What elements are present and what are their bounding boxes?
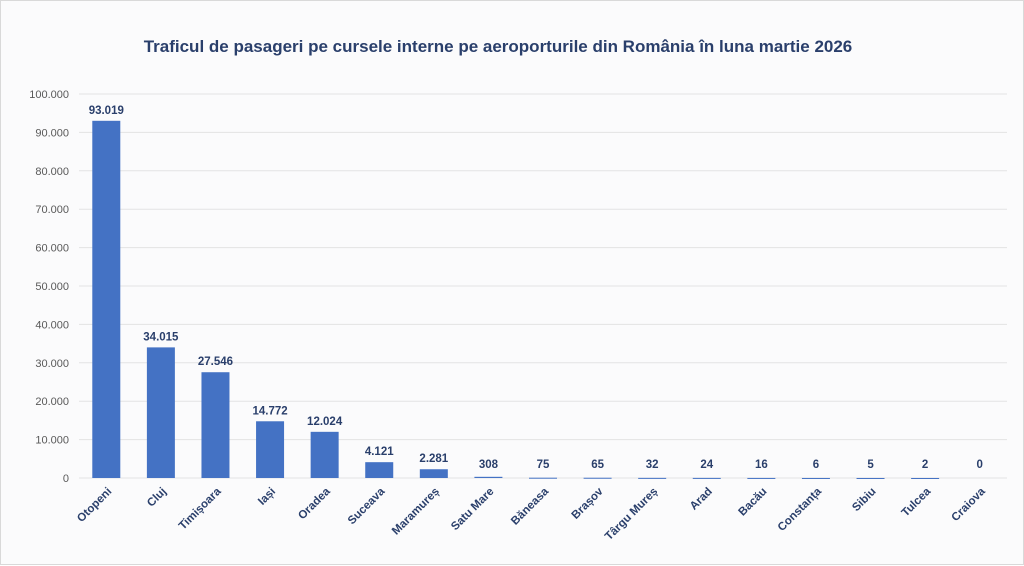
x-tick-label: Arad [688,486,715,513]
bar-sibiu [856,477,885,479]
y-tick-label: 70.000 [35,204,69,216]
bar-iași [256,421,285,478]
bar-târgu-mureș [638,477,667,479]
data-label: 24 [700,459,713,471]
data-label: 32 [646,459,659,471]
data-label: 34.015 [143,331,179,343]
x-tick-label: Timișoara [177,485,224,532]
x-tick-label: Brașov [570,485,606,521]
data-label: 2.281 [419,453,448,465]
x-tick-label: Constanța [776,485,825,534]
bar-arad [692,477,721,479]
y-tick-label: 10.000 [35,435,69,447]
y-tick-label: 30.000 [35,358,69,370]
x-tick-label: Cluj [145,486,169,510]
data-label: 14.772 [252,405,287,417]
y-tick-label: 100.000 [29,89,69,101]
bar-tulcea [911,477,940,479]
bar-băneasa [529,477,557,479]
bar-satu-mare [474,476,503,478]
y-tick-label: 50.000 [35,281,69,293]
bar-cluj [146,347,175,478]
data-label: 75 [537,459,550,471]
chart-title: Traficul de pasageri pe cursele interne … [144,37,853,56]
x-tick-label: Bacău [737,486,770,519]
x-tick-label: Oradea [296,485,333,522]
data-label: 2 [922,459,928,471]
x-tick-label: Craiova [950,485,989,524]
data-label: 6 [813,459,819,471]
y-tick-label: 90.000 [35,127,69,139]
x-tick-label: Maramureș [390,486,442,538]
x-tick-label: Târgu Mureș [603,486,660,543]
data-label: 27.546 [198,356,233,368]
data-label: 4.121 [365,446,394,458]
y-tick-label: 80.000 [35,166,69,178]
bar-suceava [365,462,394,478]
x-tick-label: Suceava [346,485,388,527]
x-tick-label: Iași [256,486,278,508]
x-tick-label: Băneasa [509,485,551,527]
data-label: 308 [479,459,499,471]
x-tick-label: Tulcea [900,485,934,519]
bar-timișoara [201,372,230,478]
x-tick-label: Sibiu [850,486,878,514]
x-tick-label: Satu Mare [449,486,496,533]
data-label: 16 [755,459,768,471]
y-tick-label: 60.000 [35,243,69,255]
bar-constanța [801,477,830,479]
y-tick-label: 40.000 [35,319,69,331]
bar-bacău [747,477,776,479]
y-tick-label: 0 [63,473,69,485]
bar-brașov [583,477,612,479]
data-label: 0 [977,459,983,471]
data-label: 12.024 [307,416,343,428]
data-label: 65 [591,459,604,471]
data-label: 93.019 [89,105,124,117]
bar-maramureș [419,469,448,478]
y-tick-label: 20.000 [35,396,69,408]
data-label: 5 [867,459,874,471]
bar-oradea [310,431,339,478]
bar-otopeni [92,120,121,478]
x-tick-label: Otopeni [75,486,114,525]
